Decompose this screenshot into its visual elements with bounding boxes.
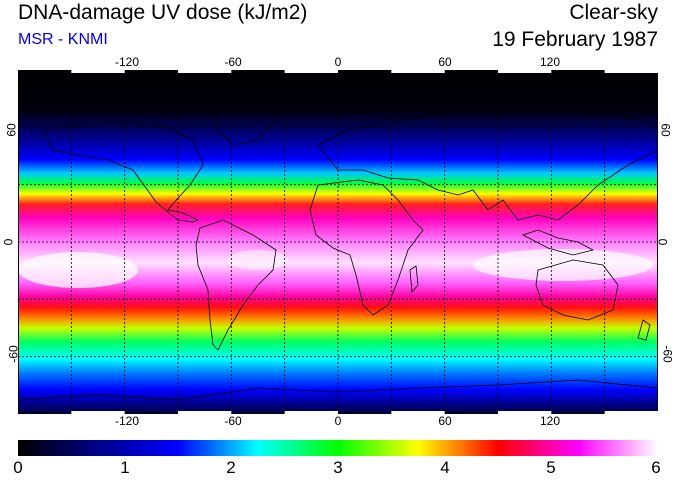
lon-tick-bottom: 0: [334, 414, 342, 428]
colorbar-tick: 6: [651, 458, 661, 477]
lon-tick-top: 0: [334, 55, 342, 69]
lon-tick-top: 120: [539, 55, 561, 69]
frame-dash: [498, 411, 552, 414]
coastline-greenland: [212, 99, 279, 146]
lon-tick-top: -60: [224, 55, 242, 69]
lon-tick-bottom: 120: [539, 414, 561, 428]
frame-dash: [71, 70, 125, 73]
colorbar-tick: 5: [546, 458, 556, 477]
coastline-africa: [309, 179, 424, 316]
frame-dash: [391, 70, 445, 73]
uv-maximum-patch: [473, 249, 653, 281]
lon-tick-top: -120: [114, 55, 140, 69]
uv-maximum-patch: [18, 252, 138, 288]
lat-tick-left: 60: [4, 123, 19, 137]
graticule: [18, 70, 658, 414]
coastline-southeast-asia: [521, 229, 595, 256]
date-label: 19 February 1987: [492, 28, 658, 51]
uv-dose-map: [18, 70, 658, 414]
frame-dash: [71, 411, 125, 414]
coastline-south-america: [195, 219, 277, 351]
frame-dash: [178, 70, 232, 73]
coastline-australia: [535, 259, 619, 321]
colorbar: [18, 440, 658, 456]
coastline-madagascar: [409, 265, 419, 293]
sky-condition-label: Clear-sky: [569, 1, 658, 24]
uv-maximum-patch: [228, 250, 288, 270]
colorbar-tick: 3: [333, 458, 343, 477]
coastline-eurasia: [317, 107, 658, 221]
colorbar-tick: 0: [13, 458, 23, 477]
frame-dash: [178, 411, 232, 414]
colorbar-tick: 2: [226, 458, 236, 477]
frame-dash: [284, 411, 338, 414]
lon-tick-bottom: -60: [224, 414, 242, 428]
coastline-new-zealand: [637, 319, 651, 341]
lat-tick-right: 60: [658, 123, 673, 137]
map-title: DNA-damage UV dose (kJ/m2): [18, 1, 308, 24]
lon-tick-bottom: -120: [114, 414, 140, 428]
frame-ticks: [71, 70, 658, 414]
colorbar-tick: 4: [440, 458, 450, 477]
frame-dash: [284, 70, 338, 73]
lat-tick-right: -60: [660, 345, 675, 363]
colorbar-tick: 1: [120, 458, 130, 477]
frame-dash: [498, 70, 552, 73]
frame-dash: [604, 70, 658, 73]
coastline-north-america: [42, 121, 204, 223]
frame-dash: [391, 411, 445, 414]
colorbar-gradient: [18, 440, 658, 456]
lon-tick-top: 60: [438, 55, 452, 69]
source-label: MSR - KNMI: [18, 31, 108, 48]
lon-tick-bottom: 60: [438, 414, 452, 428]
frame-dash: [604, 411, 658, 414]
lat-tick-left: 0: [1, 238, 16, 246]
